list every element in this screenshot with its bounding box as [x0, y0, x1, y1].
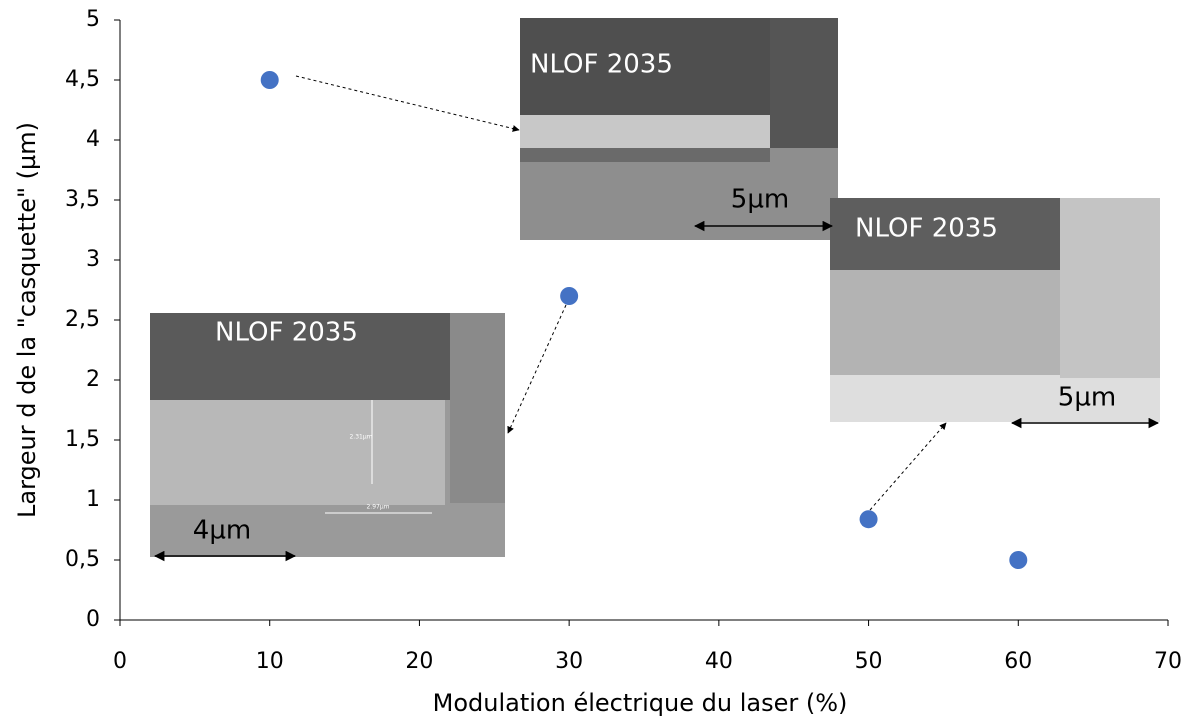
x-tick-label: 10 [256, 649, 284, 674]
y-tick-label: 0,5 [65, 547, 100, 572]
y-tick-label: 5 [86, 7, 100, 32]
x-tick-label: 40 [705, 649, 733, 674]
insets [150, 18, 1160, 557]
point [1009, 551, 1028, 569]
y-axis-label: Largeur d de la "casquette" (µm) [13, 122, 41, 518]
inset-title: NLOF 2035 [530, 50, 673, 80]
sem-image [150, 313, 450, 400]
sem-image [150, 400, 445, 505]
x-axis-label: Modulation électrique du laser (%) [433, 689, 848, 717]
y-tick-label: 4,5 [65, 67, 100, 92]
x-tick-label: 60 [1004, 649, 1032, 674]
point [859, 510, 878, 529]
y-tick-label: 4 [86, 127, 100, 152]
sem-image [450, 313, 505, 503]
measure-label: 2.31µm [349, 434, 372, 441]
point [560, 287, 579, 305]
sem-image [1060, 198, 1160, 378]
inset-title: NLOF 2035 [215, 318, 358, 348]
arrow [507, 304, 567, 434]
sem-image [830, 198, 1070, 270]
arrow [869, 422, 947, 511]
measure-label: 2.97µm [366, 504, 389, 511]
sem-image [830, 270, 1060, 375]
y-tick-label: 0 [86, 607, 100, 632]
inset-title: NLOF 2035 [855, 214, 998, 244]
point [260, 71, 279, 89]
x-tick-label: 20 [405, 649, 433, 674]
x-tick-label: 0 [113, 649, 127, 674]
x-tick-label: 50 [855, 649, 883, 674]
sem-image [520, 148, 770, 162]
y-tick-label: 3 [86, 247, 100, 272]
scale-bars [153, 220, 1160, 562]
scale-label: 5µm [1058, 383, 1116, 413]
y-tick-label: 1,5 [65, 427, 100, 452]
scale-label: 5µm [731, 185, 789, 215]
arrows [295, 75, 947, 511]
sem-image [770, 18, 838, 148]
sem-image [520, 115, 770, 148]
y-tick-label: 2,5 [65, 307, 100, 332]
x-tick-label: 30 [555, 649, 583, 674]
y-tick-label: 1 [86, 487, 100, 512]
arrow [295, 75, 520, 132]
scale-label: 4µm [193, 516, 251, 546]
y-tick-label: 2 [86, 367, 100, 392]
x-tick-label: 70 [1154, 649, 1182, 674]
y-tick-label: 3,5 [65, 187, 100, 212]
